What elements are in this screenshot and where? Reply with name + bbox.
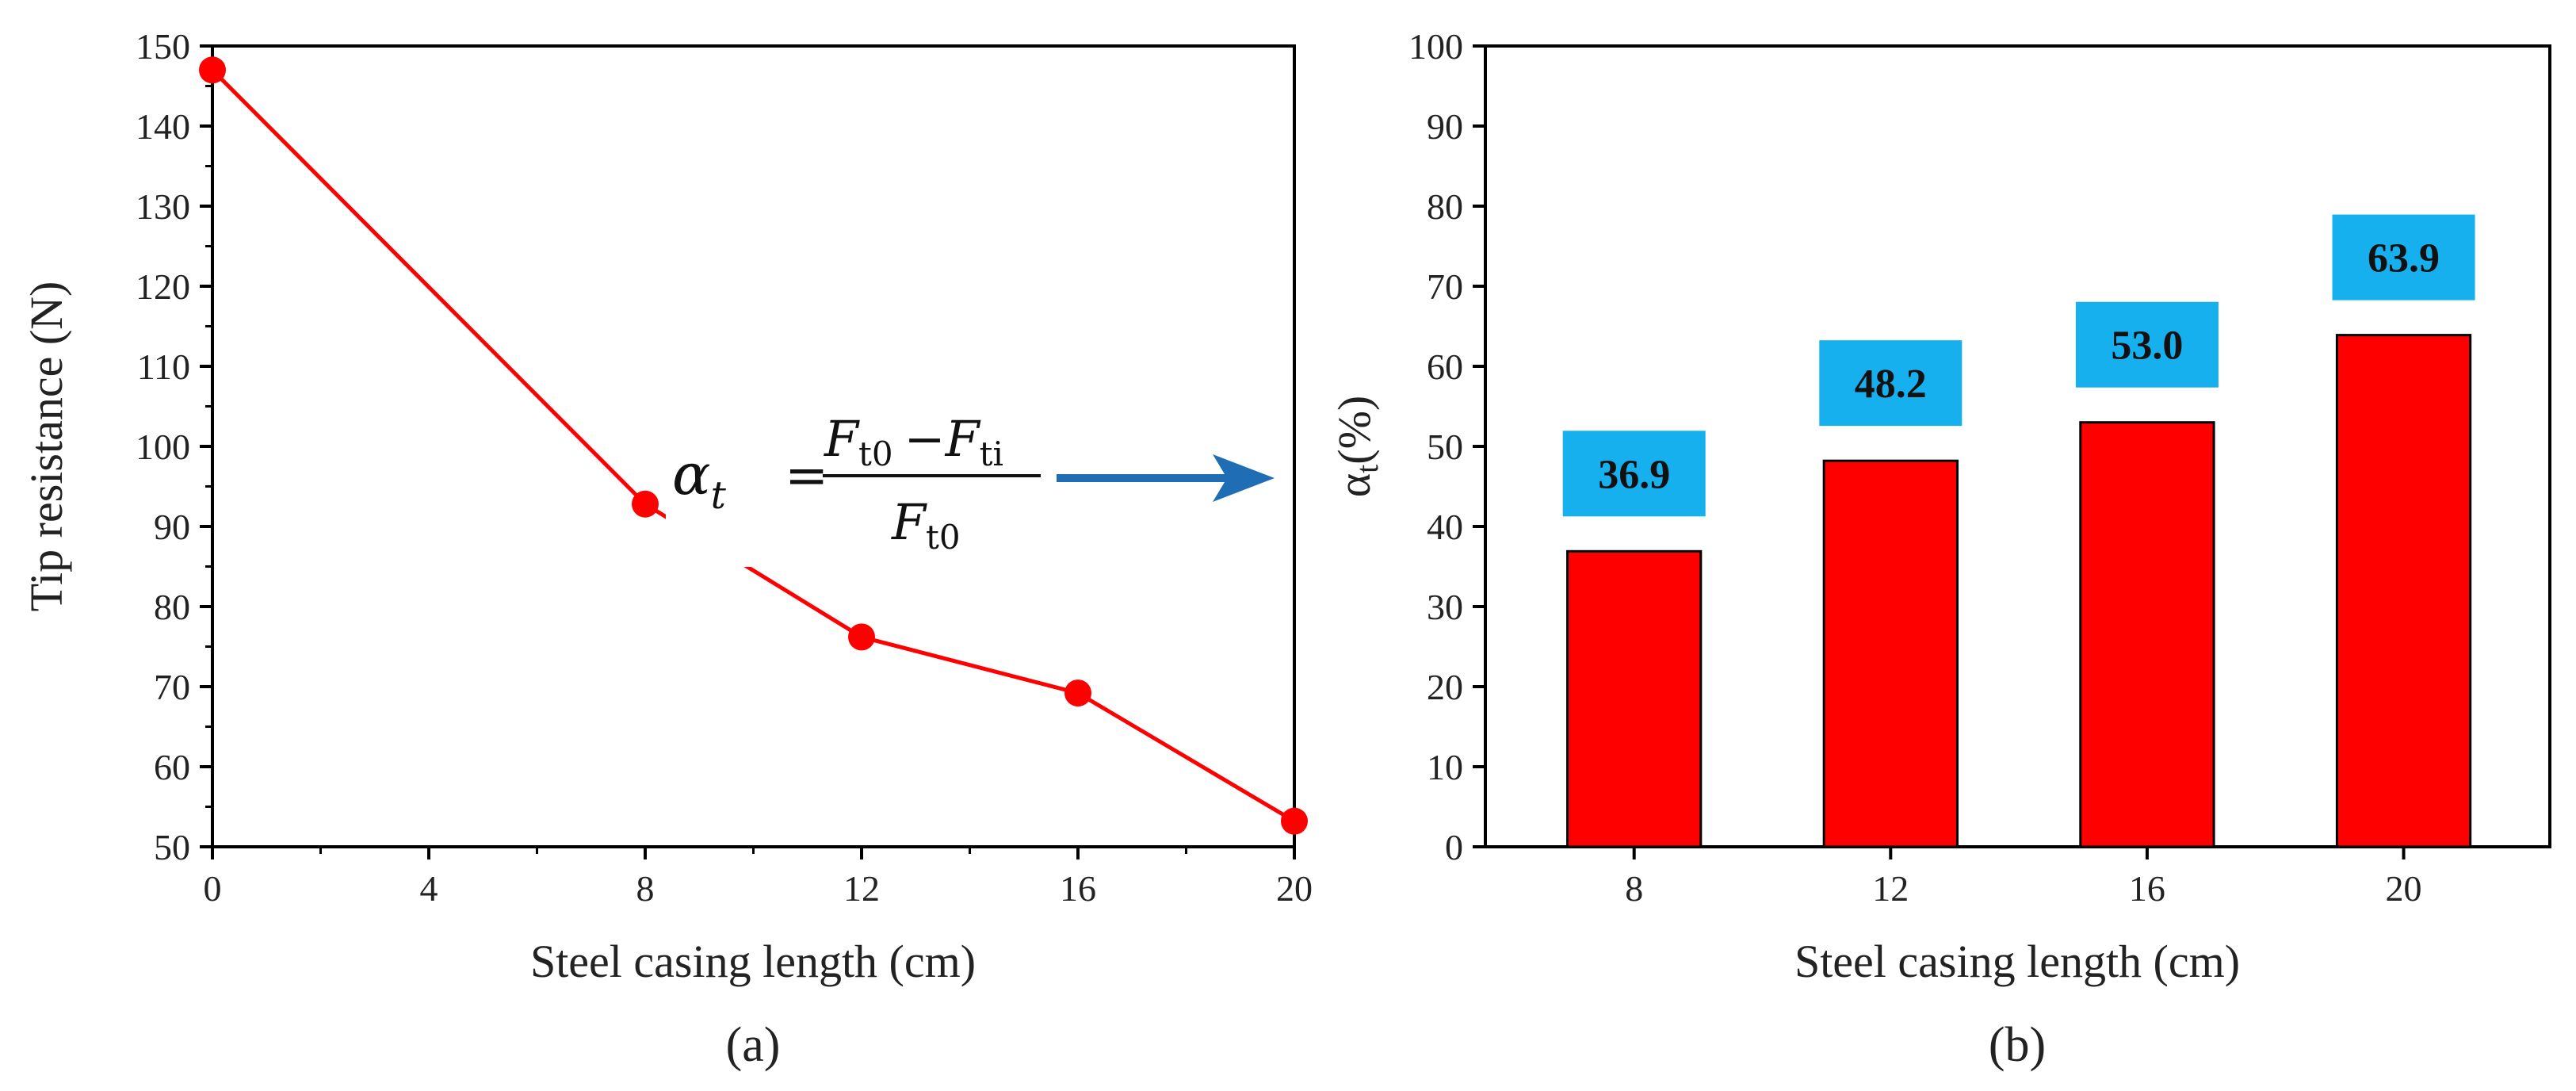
- bar: [2079, 421, 2215, 848]
- y-tick-label-b: 10: [1427, 747, 1463, 787]
- y-tick-label-b: 20: [1427, 667, 1463, 707]
- y-tick-label-a: 130: [136, 186, 190, 227]
- bar: [1566, 549, 1703, 848]
- data-point: [199, 56, 226, 84]
- y-axis-alpha: α: [1328, 473, 1380, 497]
- y-tick-label-b: 90: [1427, 106, 1463, 147]
- x-tick-label-a: 12: [843, 868, 880, 909]
- x-tick-label-b: 20: [2386, 868, 2422, 909]
- data-label: 53.0: [2111, 323, 2183, 369]
- data-label-box: [1819, 340, 1963, 427]
- y-axis-a: 50 60 70 80 90 100 110 120 130 140 150: [136, 26, 212, 867]
- y-tick-label-a: 140: [136, 106, 190, 147]
- y-tick-label-a: 110: [137, 346, 190, 387]
- y-tick-label-a: 50: [154, 827, 190, 867]
- y-tick-label-b: 80: [1427, 186, 1463, 227]
- bar-series: 36.9 48.2 53.0 63.9: [1562, 214, 2475, 848]
- formula-annotation: αt = Ft0 −Fti Ft0: [666, 410, 1046, 567]
- line-series: [199, 56, 1308, 835]
- formula-numerator: F: [824, 410, 860, 468]
- formula-background: [666, 432, 1046, 567]
- y-axis-title-b: αt(%): [1328, 396, 1385, 497]
- y-tick-label-a: 90: [154, 507, 190, 547]
- panel-label-b: (b): [1989, 1018, 2046, 1072]
- x-tick-label-b: 16: [2129, 868, 2165, 909]
- formula-equals: =: [785, 445, 828, 506]
- svg-text:Ft0: Ft0: [891, 493, 961, 557]
- x-tick-label-b: 12: [1872, 868, 1909, 909]
- data-point: [1281, 807, 1308, 835]
- y-tick-label-a: 60: [154, 747, 190, 787]
- x-axis-a: 0 4 8 12 16 20: [204, 847, 1313, 909]
- data-label-box: [2075, 301, 2219, 388]
- y-axis-b: 0 10 20 30 40 50 60 70 80 90 100: [1408, 26, 1485, 867]
- svg-text:αt: αt: [672, 441, 727, 518]
- arrowhead: [1213, 454, 1275, 502]
- y-tick-label-b: 0: [1445, 827, 1463, 867]
- x-tick-label-b: 8: [1625, 868, 1643, 909]
- data-point: [1064, 679, 1091, 707]
- y-tick-label-b: 30: [1427, 587, 1463, 627]
- y-tick-label-b: 60: [1427, 346, 1463, 387]
- y-tick-label-a: 70: [154, 667, 190, 707]
- y-tick-label-a: 80: [154, 587, 190, 627]
- bar: [2335, 334, 2472, 848]
- panel-label-a: (a): [726, 1018, 781, 1072]
- x-tick-label-a: 16: [1060, 868, 1096, 909]
- x-tick-label-a: 4: [420, 868, 438, 909]
- arrow-to-panel-b: [1057, 454, 1275, 502]
- data-point: [848, 623, 875, 651]
- x-tick-label-a: 20: [1276, 868, 1313, 909]
- chart-panel-a: 50 60 70 80 90 100 110 120 130 140 150 0 4 8 12 16 20 T…: [21, 26, 1313, 1072]
- chart-panel-b: 0 10 20 30 40 50 60 70 80 90 100 8 12 16 20 36.9 48.2 5…: [1328, 26, 2551, 1072]
- data-point: [632, 490, 659, 518]
- x-tick-label-a: 8: [636, 868, 655, 909]
- bar: [1822, 459, 1959, 848]
- y-tick-label-b: 70: [1427, 266, 1463, 307]
- y-tick-label-b: 100: [1408, 26, 1463, 67]
- data-label: 48.2: [1855, 362, 1927, 407]
- svg-text:Ft0−Fti: Ft0 −Fti: [824, 410, 1003, 473]
- y-axis-title-a: Tip resistance (N): [21, 281, 72, 612]
- y-tick-label-a: 100: [136, 427, 190, 467]
- y-axis-alpha-subscript: t: [1349, 465, 1385, 473]
- y-axis-unit: (%): [1328, 396, 1380, 465]
- formula-denominator-subscript: t0: [926, 518, 961, 557]
- y-tick-label-a: 120: [136, 266, 190, 307]
- x-axis-title-a: Steel casing length (cm): [530, 936, 976, 987]
- formula-denominator: F: [891, 493, 927, 551]
- x-tick-label-a: 0: [204, 868, 222, 909]
- y-tick-label-a: 150: [136, 26, 190, 67]
- y-tick-label-b: 50: [1427, 427, 1463, 467]
- formula-numerator-subscript: t0: [858, 434, 893, 473]
- x-axis-title-b: Steel casing length (cm): [1794, 936, 2240, 987]
- formula-alpha: α: [672, 441, 711, 507]
- data-label: 63.9: [2368, 236, 2440, 281]
- data-label-box: [2332, 214, 2475, 301]
- data-label: 36.9: [1598, 452, 1670, 497]
- x-axis-b: 8 12 16 20: [1625, 847, 2422, 909]
- y-tick-label-b: 40: [1427, 507, 1463, 547]
- formula-alpha-subscript: t: [711, 473, 727, 518]
- data-label-box: [1562, 431, 1706, 517]
- formula-minus-subscript: ti: [980, 434, 1003, 473]
- formula-minus: −F: [904, 410, 981, 468]
